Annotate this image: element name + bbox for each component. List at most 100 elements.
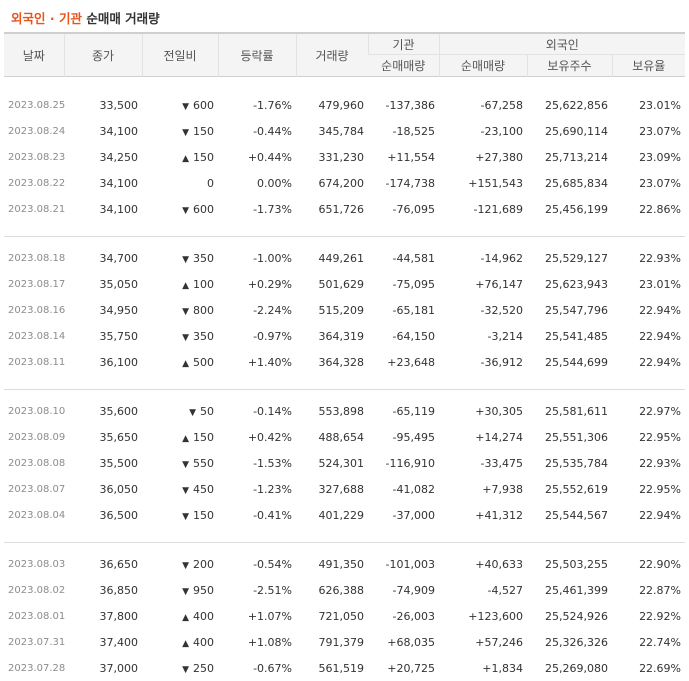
foreign-holding-ratio-cell: 22.69% bbox=[612, 655, 685, 681]
volume-cell: 791,379 bbox=[296, 629, 368, 655]
date-cell: 2023.08.21 bbox=[4, 196, 64, 222]
foreign-net-cell: -36,912 bbox=[439, 349, 527, 375]
triangle-down-icon: ▼ bbox=[189, 408, 196, 418]
triangle-up-icon: ▲ bbox=[182, 434, 189, 444]
foreign-holding-ratio-cell: 22.94% bbox=[612, 502, 685, 528]
triangle-down-icon: ▼ bbox=[182, 561, 189, 571]
investor-trading-table: 날짜 종가 전일비 등락률 거래량 기관 외국인 순매매량 순매매량 보유주수 … bbox=[4, 32, 685, 681]
triangle-up-icon: ▲ bbox=[182, 639, 189, 649]
institution-net-cell: -44,581 bbox=[368, 245, 439, 271]
date-cell: 2023.08.07 bbox=[4, 476, 64, 502]
date-cell: 2023.08.18 bbox=[4, 245, 64, 271]
foreign-net-cell: +1,834 bbox=[439, 655, 527, 681]
foreign-holding-ratio-cell: 22.94% bbox=[612, 323, 685, 349]
volume-cell: 491,350 bbox=[296, 551, 368, 577]
close-price-cell: 35,050 bbox=[64, 271, 142, 297]
triangle-down-icon: ▼ bbox=[182, 307, 189, 317]
foreign-net-cell: -3,214 bbox=[439, 323, 527, 349]
triangle-down-icon: ▼ bbox=[182, 665, 189, 675]
volume-cell: 479,960 bbox=[296, 92, 368, 118]
row-spacer bbox=[4, 222, 685, 237]
triangle-up-icon: ▲ bbox=[182, 154, 189, 164]
row-spacer bbox=[4, 528, 685, 543]
close-price-cell: 36,650 bbox=[64, 551, 142, 577]
close-price-cell: 34,100 bbox=[64, 118, 142, 144]
foreign-net-cell: +7,938 bbox=[439, 476, 527, 502]
close-price-cell: 36,100 bbox=[64, 349, 142, 375]
date-cell: 2023.08.02 bbox=[4, 577, 64, 603]
foreign-shares-held-cell: 25,456,199 bbox=[527, 196, 612, 222]
foreign-holding-ratio-cell: 22.95% bbox=[612, 424, 685, 450]
triangle-down-icon: ▼ bbox=[182, 206, 189, 216]
triangle-down-icon: ▼ bbox=[182, 460, 189, 470]
triangle-up-icon: ▲ bbox=[182, 359, 189, 369]
change-rate-cell: -1.73% bbox=[218, 196, 296, 222]
section-title: 외국인 · 기관 순매매 거래량 bbox=[11, 8, 160, 27]
date-cell: 2023.08.08 bbox=[4, 450, 64, 476]
foreign-net-cell: +76,147 bbox=[439, 271, 527, 297]
date-cell: 2023.07.28 bbox=[4, 655, 64, 681]
date-cell: 2023.08.03 bbox=[4, 551, 64, 577]
change-value: 600 bbox=[193, 99, 214, 112]
triangle-down-icon: ▼ bbox=[182, 512, 189, 522]
change-value: 250 bbox=[193, 662, 214, 675]
triangle-down-icon: ▼ bbox=[182, 587, 189, 597]
header-shares-held: 보유주수 bbox=[527, 55, 612, 77]
spacer-cell bbox=[4, 375, 685, 390]
triangle-down-icon: ▼ bbox=[182, 102, 189, 112]
foreign-shares-held-cell: 25,547,796 bbox=[527, 297, 612, 323]
change-rate-cell: -1.53% bbox=[218, 450, 296, 476]
header-foreign: 외국인 bbox=[439, 33, 685, 55]
foreign-net-cell: -33,475 bbox=[439, 450, 527, 476]
spacer-cell bbox=[4, 528, 685, 543]
change-rate-cell: 0.00% bbox=[218, 170, 296, 196]
change-cell: ▲500 bbox=[142, 349, 218, 375]
change-rate-cell: -0.97% bbox=[218, 323, 296, 349]
close-price-cell: 36,050 bbox=[64, 476, 142, 502]
close-price-cell: 35,750 bbox=[64, 323, 142, 349]
change-value: 0 bbox=[207, 177, 214, 190]
institution-net-cell: +20,725 bbox=[368, 655, 439, 681]
institution-net-cell: -76,095 bbox=[368, 196, 439, 222]
change-rate-cell: -2.24% bbox=[218, 297, 296, 323]
date-cell: 2023.08.25 bbox=[4, 92, 64, 118]
change-value: 400 bbox=[193, 636, 214, 649]
volume-cell: 401,229 bbox=[296, 502, 368, 528]
change-value: 950 bbox=[193, 584, 214, 597]
change-value: 800 bbox=[193, 304, 214, 317]
foreign-shares-held-cell: 25,551,306 bbox=[527, 424, 612, 450]
triangle-down-icon: ▼ bbox=[182, 486, 189, 496]
institution-net-cell: -41,082 bbox=[368, 476, 439, 502]
spacer-cell bbox=[4, 543, 685, 552]
change-value: 450 bbox=[193, 483, 214, 496]
change-rate-cell: -0.67% bbox=[218, 655, 296, 681]
change-cell: ▲150 bbox=[142, 424, 218, 450]
change-cell: ▼ 600 bbox=[142, 92, 218, 118]
header-volume: 거래량 bbox=[296, 33, 368, 77]
foreign-net-cell: +123,600 bbox=[439, 603, 527, 629]
change-cell: ▲150 bbox=[142, 144, 218, 170]
volume-cell: 331,230 bbox=[296, 144, 368, 170]
foreign-shares-held-cell: 25,541,485 bbox=[527, 323, 612, 349]
institution-net-cell: -65,119 bbox=[368, 398, 439, 424]
institution-net-cell: -37,000 bbox=[368, 502, 439, 528]
foreign-net-cell: -4,527 bbox=[439, 577, 527, 603]
foreign-net-cell: +40,633 bbox=[439, 551, 527, 577]
foreign-net-cell: +41,312 bbox=[439, 502, 527, 528]
change-value: 350 bbox=[193, 330, 214, 343]
close-price-cell: 35,650 bbox=[64, 424, 142, 450]
date-cell: 2023.08.04 bbox=[4, 502, 64, 528]
change-cell: ▲ 400 bbox=[142, 629, 218, 655]
foreign-holding-ratio-cell: 22.93% bbox=[612, 450, 685, 476]
change-cell: ▲400 bbox=[142, 603, 218, 629]
